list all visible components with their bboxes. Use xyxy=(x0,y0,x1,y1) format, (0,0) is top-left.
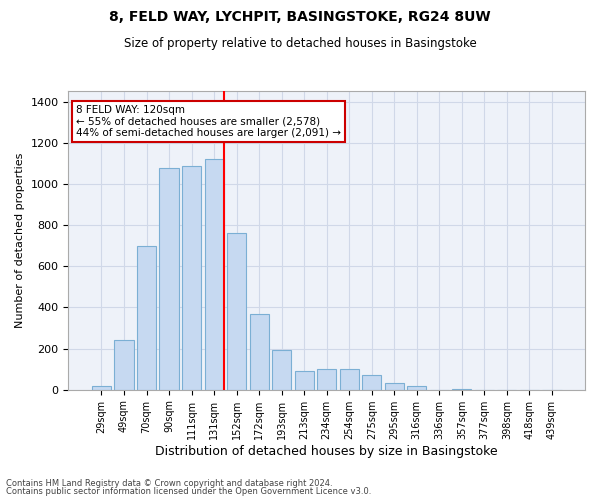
Bar xyxy=(272,350,291,390)
Bar xyxy=(362,376,382,390)
Text: 8, FELD WAY, LYCHPIT, BASINGSTOKE, RG24 8UW: 8, FELD WAY, LYCHPIT, BASINGSTOKE, RG24 … xyxy=(109,10,491,24)
Bar xyxy=(92,386,111,390)
Bar xyxy=(250,314,269,390)
Text: Contains public sector information licensed under the Open Government Licence v3: Contains public sector information licen… xyxy=(6,487,371,496)
Bar xyxy=(317,369,336,390)
Text: 8 FELD WAY: 120sqm
← 55% of detached houses are smaller (2,578)
44% of semi-deta: 8 FELD WAY: 120sqm ← 55% of detached hou… xyxy=(76,105,341,138)
Bar xyxy=(205,160,224,390)
Bar xyxy=(385,382,404,390)
Y-axis label: Number of detached properties: Number of detached properties xyxy=(15,153,25,328)
Bar xyxy=(340,369,359,390)
Bar xyxy=(227,234,246,390)
Bar xyxy=(137,246,156,390)
Bar xyxy=(160,168,179,390)
Bar xyxy=(115,340,134,390)
Bar xyxy=(407,386,427,390)
Bar xyxy=(452,388,472,390)
Text: Size of property relative to detached houses in Basingstoke: Size of property relative to detached ho… xyxy=(124,38,476,51)
Text: Contains HM Land Registry data © Crown copyright and database right 2024.: Contains HM Land Registry data © Crown c… xyxy=(6,478,332,488)
X-axis label: Distribution of detached houses by size in Basingstoke: Distribution of detached houses by size … xyxy=(155,444,498,458)
Bar xyxy=(295,371,314,390)
Bar xyxy=(182,166,201,390)
